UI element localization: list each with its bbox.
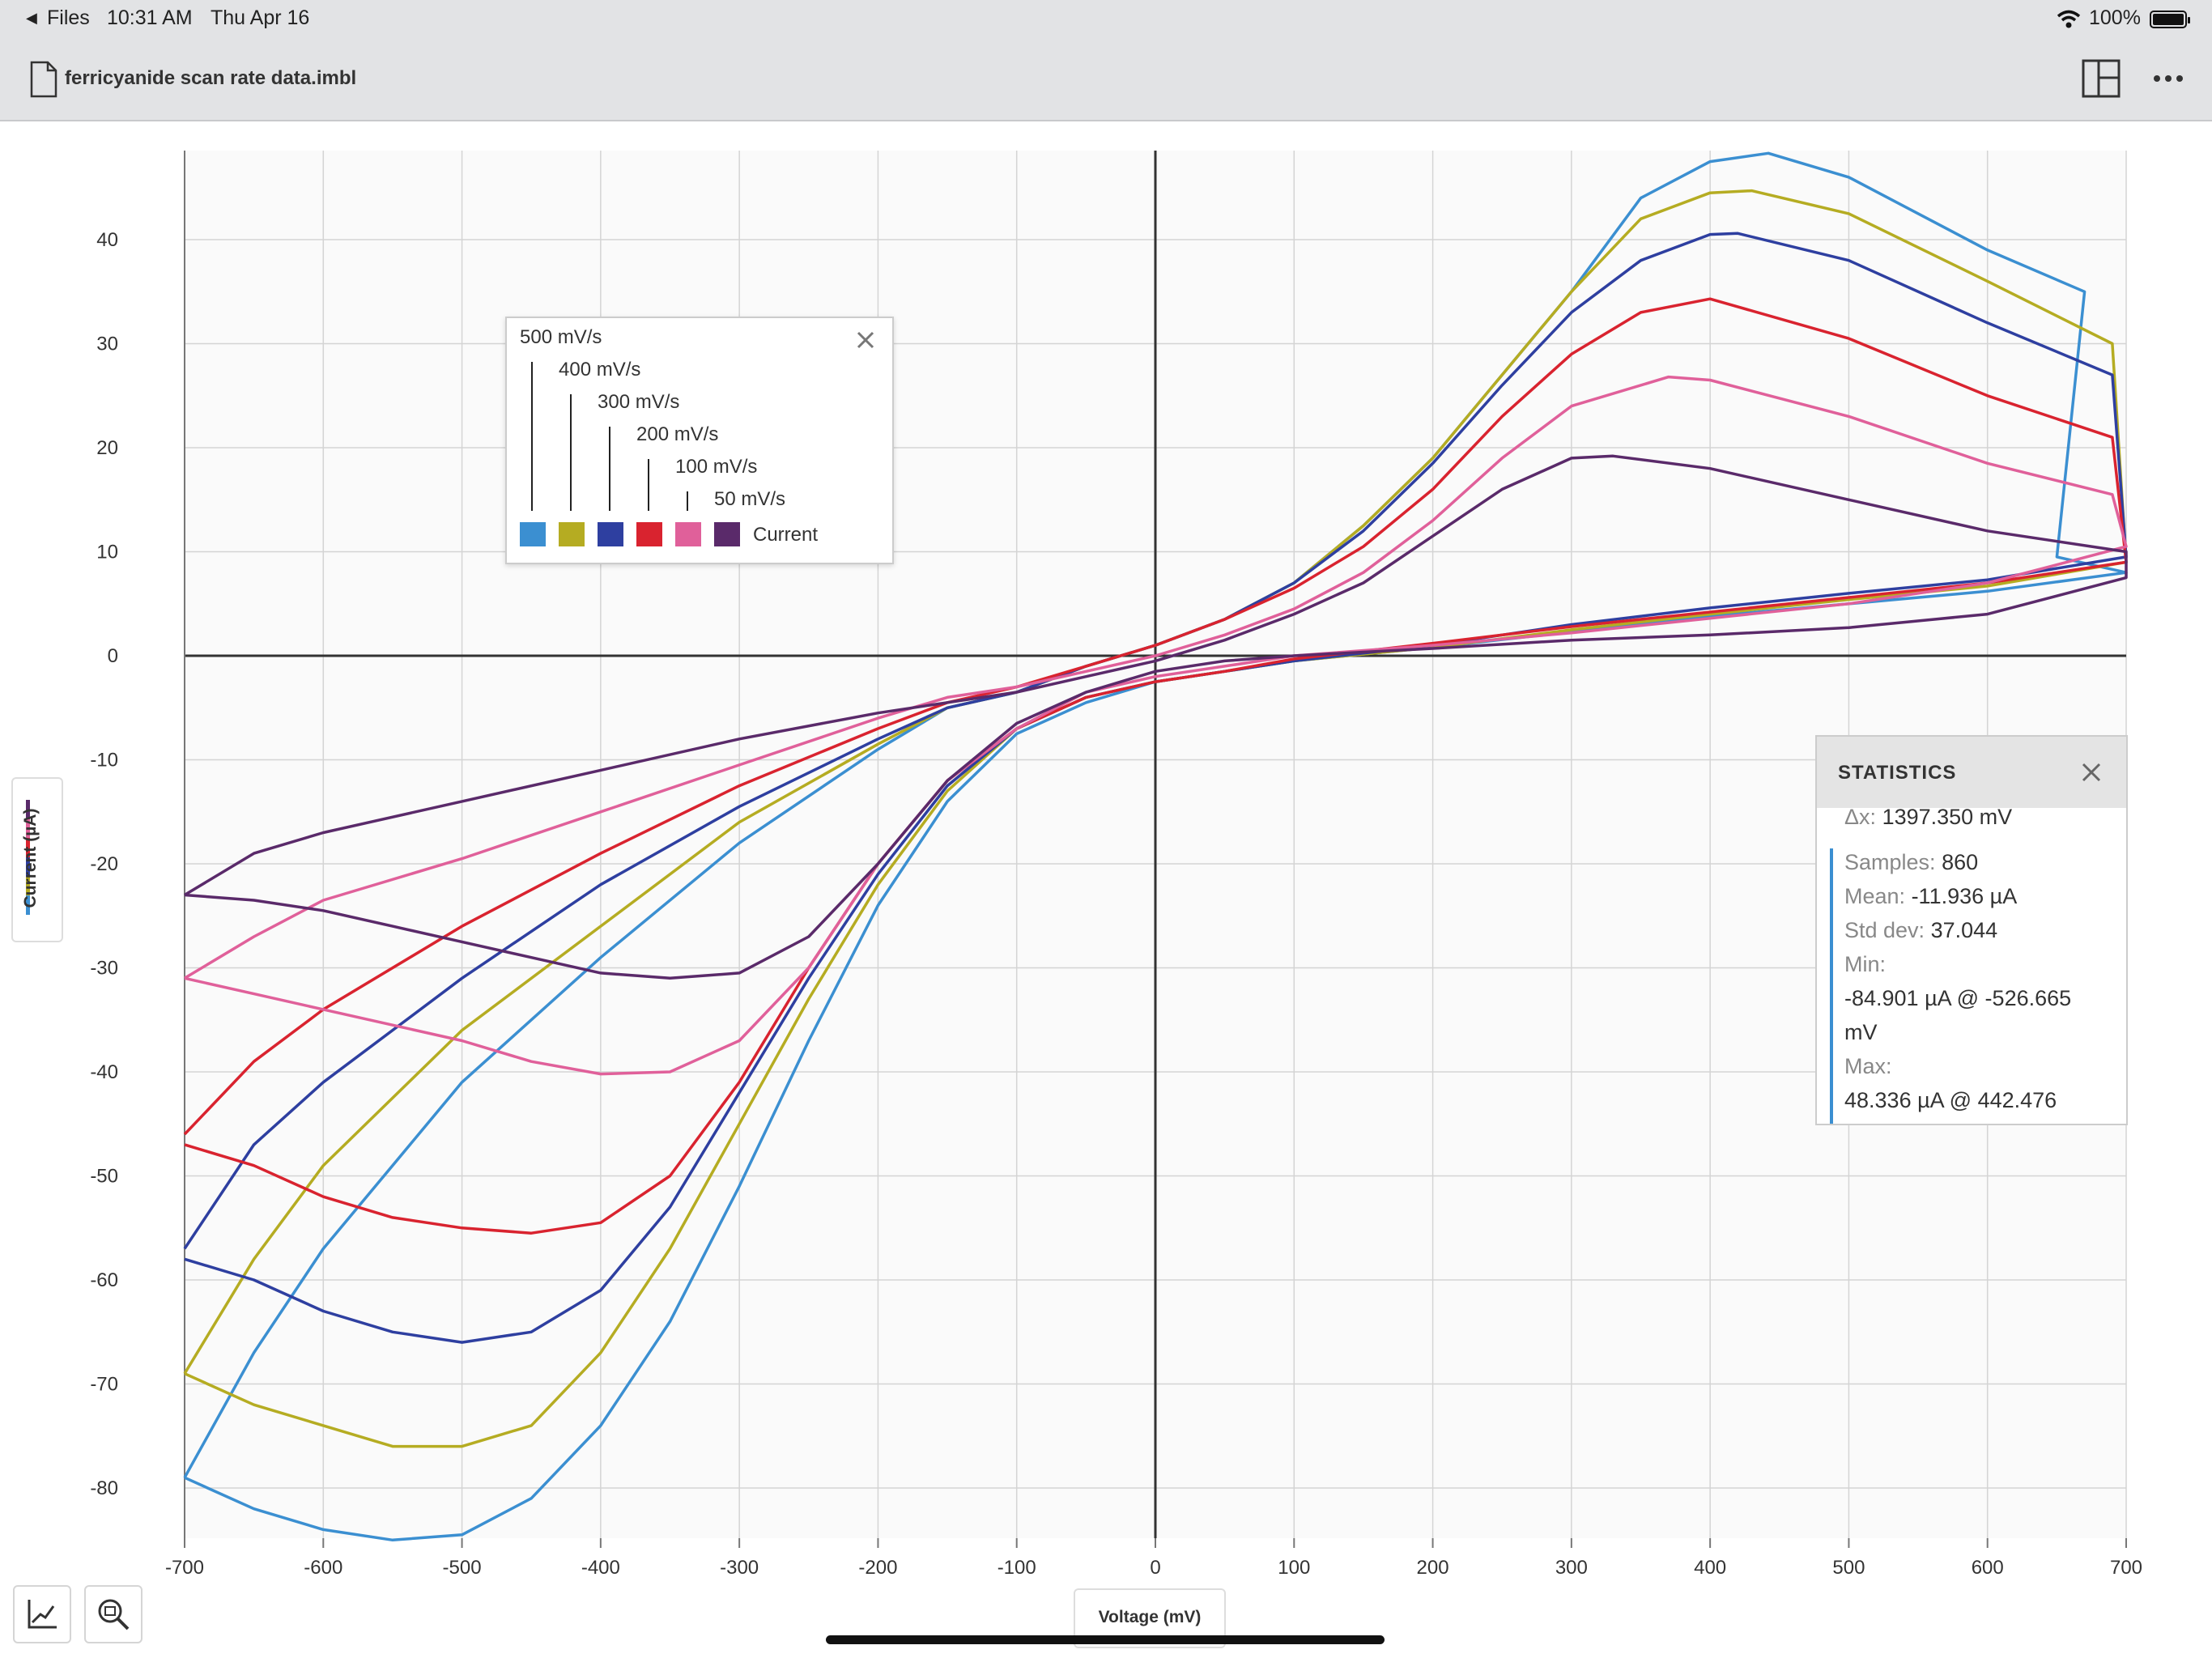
x-axis-title: Voltage (mV)	[1098, 1608, 1202, 1626]
zoom-fit-icon	[98, 1599, 130, 1630]
y-axis-series-swatch	[26, 895, 30, 915]
x-axis-title-box[interactable]: Voltage (mV)	[1074, 1588, 1226, 1648]
y-axis-series-swatch	[26, 818, 30, 839]
legend-swatch	[636, 522, 662, 546]
statistics-title: STATISTICS	[1838, 762, 1957, 784]
legend-swatch	[675, 522, 701, 546]
stats-std-value: 37.044	[1930, 918, 1998, 942]
x-tick-label: -600	[304, 1557, 342, 1579]
legend-swatch	[520, 522, 546, 546]
y-tick-label: -40	[90, 1061, 118, 1083]
y-tick-label: -80	[90, 1477, 118, 1499]
status-date: Thu Apr 16	[211, 6, 310, 29]
y-tick-label: -60	[90, 1269, 118, 1291]
series-line	[184, 375, 2128, 1076]
back-arrow-icon[interactable]: ◀	[26, 10, 37, 26]
split-view-icon[interactable]	[2081, 58, 2121, 99]
stats-min-value-unit: mV	[1844, 1020, 1878, 1044]
statistics-close-icon[interactable]	[2079, 760, 2104, 784]
y-axis-series-swatch	[26, 857, 30, 877]
stats-mean: Mean: -11.936 µA	[1844, 884, 2017, 909]
document-title: ferricyanide scan rate data.imbl	[65, 67, 357, 89]
legend-label-50: 50 mV/s	[714, 488, 786, 510]
series-line	[184, 454, 2128, 980]
y-tick-label: 0	[108, 645, 118, 667]
y-axis-series-colors	[26, 800, 30, 915]
legend-close-icon[interactable]	[853, 328, 878, 352]
stats-dx: Δx: 1397.350 mV	[1844, 805, 2012, 830]
legend-panel[interactable]: 500 mV/s 400 mV/s 300 mV/s 200 mV/s 100 …	[505, 317, 894, 564]
x-tick-label: -200	[858, 1557, 897, 1579]
statistics-panel[interactable]: STATISTICS Δx: 1397.350 mV Samples: 860 …	[1815, 735, 2128, 1125]
legend-label-500: 500 mV/s	[520, 326, 602, 348]
status-time: 10:31 AM	[107, 6, 193, 29]
y-axis-series-swatch	[26, 800, 30, 819]
legend-label-200: 200 mV/s	[636, 423, 719, 445]
x-tick-label: 600	[1972, 1557, 2004, 1579]
chart-tool-icon	[28, 1600, 57, 1629]
statistics-header: STATISTICS	[1817, 737, 2126, 808]
battery-icon	[2150, 11, 2190, 28]
legend-leader-lines	[531, 362, 688, 511]
wifi-icon	[2057, 10, 2081, 28]
stats-max-value: 48.336 µA @ 442.476	[1844, 1088, 2057, 1112]
y-tick-label: 30	[96, 334, 118, 355]
chart-tool-button[interactable]	[13, 1585, 71, 1643]
x-tick-label: 300	[1555, 1557, 1588, 1579]
y-tick-label: 40	[96, 229, 118, 251]
zoom-fit-button[interactable]	[84, 1585, 143, 1643]
x-tick-label: -700	[165, 1557, 204, 1579]
stats-std: Std dev: 37.044	[1844, 918, 1997, 943]
cyclic-voltammogram-plot[interactable]: -700 -600 -500 -400 -300 -200 -100 0 100 200 300 40…	[0, 121, 2212, 1658]
x-tick-label: 100	[1278, 1557, 1310, 1579]
y-axis-title: Current (µA)	[21, 808, 40, 908]
legend-label-300: 300 mV/s	[598, 391, 680, 413]
y-axis-series-swatch	[26, 838, 30, 857]
stats-samples-value: 860	[1942, 850, 1979, 874]
stats-series-color-bar	[1830, 848, 1833, 1124]
stats-dx-value: 1397.350 mV	[1882, 805, 2013, 829]
x-tick-label: 400	[1694, 1557, 1726, 1579]
legend-swatch	[598, 522, 623, 546]
more-icon[interactable]	[2152, 73, 2184, 84]
y-axis-title-box[interactable]	[11, 777, 63, 942]
legend-series-label: Current	[753, 524, 819, 546]
stats-min-label: Min:	[1844, 952, 1887, 976]
legend-label-400: 400 mV/s	[559, 359, 641, 380]
y-tick-label: -30	[90, 958, 118, 980]
x-tick-label: 0	[1150, 1557, 1160, 1579]
x-tick-label: -100	[998, 1557, 1036, 1579]
stats-dx-label: Δx:	[1844, 805, 1877, 829]
stats-mean-label: Mean:	[1844, 884, 1906, 908]
x-tick-label: 200	[1417, 1557, 1449, 1579]
y-tick-label: 10	[96, 542, 118, 563]
legend-label-100: 100 mV/s	[675, 456, 758, 478]
y-tick-label: -10	[90, 750, 118, 772]
stats-samples: Samples: 860	[1844, 850, 1978, 875]
x-tick-label: -500	[443, 1557, 482, 1579]
home-indicator	[826, 1635, 1385, 1644]
y-tick-label: -20	[90, 853, 118, 875]
document-toolbar: ferricyanide scan rate data.imbl	[0, 39, 2212, 121]
legend-swatch	[714, 522, 740, 546]
y-tick-label: -50	[90, 1166, 118, 1188]
stats-min-value: -84.901 µA @ -526.665	[1844, 986, 2072, 1010]
y-tick-label: -70	[90, 1374, 118, 1396]
y-tick-label: 20	[96, 437, 118, 459]
series-line	[183, 232, 2128, 1344]
x-tick-label: -300	[720, 1557, 759, 1579]
back-to-files-link[interactable]: Files	[47, 6, 90, 29]
x-tick-label: 700	[2110, 1557, 2142, 1579]
x-tick-label: 500	[1832, 1557, 1865, 1579]
x-tick-label: -400	[581, 1557, 620, 1579]
stats-mean-value: -11.936 µA	[1911, 884, 2018, 908]
stats-max-label: Max:	[1844, 1054, 1892, 1078]
battery-percentage: 100%	[2089, 6, 2141, 29]
document-icon	[30, 61, 57, 98]
stats-samples-label: Samples:	[1844, 850, 1936, 874]
legend-swatch	[559, 522, 585, 546]
status-bar: ◀ Files 10:31 AM Thu Apr 16 100%	[0, 0, 2212, 39]
y-axis-series-swatch	[26, 876, 30, 896]
stats-std-label: Std dev:	[1844, 918, 1925, 942]
